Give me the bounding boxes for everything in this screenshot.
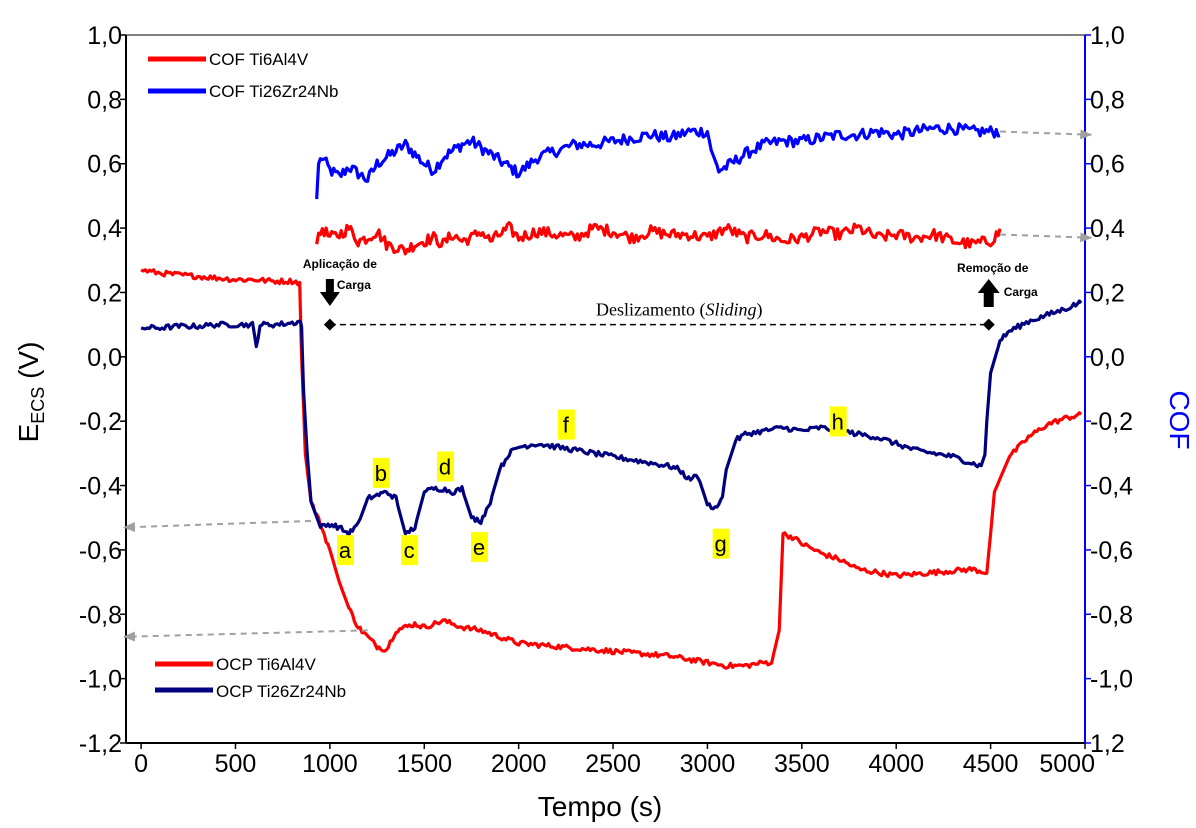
load-remove-arrow-icon (977, 279, 1000, 307)
sliding-label: Deslizamento (Sliding) (596, 300, 762, 321)
y-left-tick-label-0: 1,0 (87, 22, 122, 50)
y-left-tick-label-3: 0,4 (87, 215, 122, 243)
annotations: Deslizamento (Sliding) Aplicação de Carga R… (303, 257, 1038, 331)
x-tick-label-8: 4000 (868, 750, 924, 778)
y-left-tick-label-9: -0,8 (79, 601, 122, 629)
sliding-diamond-0 (323, 318, 336, 331)
x-tick-label-9: 4500 (963, 750, 1019, 778)
load-remove-label-line1: Remoção de (957, 261, 1029, 275)
y-right-tick-label-4: 0,2 (1090, 279, 1125, 307)
y-left-tick-label-5: 0,0 (87, 344, 122, 372)
point-label-h: h (832, 409, 844, 434)
guide-arrow-2 (123, 519, 312, 533)
legend-top: COF Ti6Al4V COF Ti26Zr24Nb (148, 50, 338, 101)
y-axis-left-ticks: 1,0 0,8 0,6 0,4 0,2 0,0 -0,2 -0,4 -0,6 -0,8 -1,0 -1… (79, 22, 126, 758)
y-right-tick-label-7: -0,4 (1090, 473, 1133, 501)
y-axis-left-title-unit: (V) (13, 342, 44, 387)
y-right-tick-label-11: 1,2 (1090, 730, 1125, 758)
point-label-c: c (404, 538, 415, 563)
y-axis-right-title: COF (1164, 390, 1195, 449)
point-labels: a b c d e f g h (336, 406, 847, 566)
legend-bottom-label-0: OCP Ti6Al4V (216, 655, 317, 674)
y-left-tick-label-11: -1,2 (79, 730, 122, 758)
point-label-bg-h (829, 406, 847, 437)
x-axis-ticks: 0 500 1000 1500 2000 2500 3000 3500 4000 4500 5000 (134, 743, 1095, 778)
load-apply-label-line1: Aplicação de (303, 257, 377, 271)
x-tick-label-7: 3500 (774, 750, 830, 778)
point-label-bg-c (401, 535, 419, 566)
x-tick-label-5: 2500 (585, 750, 641, 778)
x-tick-label-6: 3000 (680, 750, 736, 778)
y-right-tick-label-6: -0,2 (1090, 408, 1133, 436)
point-label-b: b (375, 461, 387, 486)
series-layer (140, 122, 1083, 670)
sliding-diamond-1 (982, 318, 995, 331)
legend-bottom-label-1: OCP Ti26Zr24Nb (216, 682, 346, 701)
y-axis-left-title-main: E (13, 424, 44, 443)
legend-top-label-1: COF Ti26Zr24Nb (209, 82, 338, 101)
sliding-label-italic: Sliding (706, 300, 757, 320)
y-right-tick-label-5: 0,0 (1090, 344, 1125, 372)
guide-arrows (123, 129, 1093, 642)
y-right-tick-label-0: 1,0 (1090, 22, 1125, 50)
point-label-f: f (563, 413, 570, 438)
point-label-e: e (473, 535, 485, 560)
plot-area (125, 34, 1086, 744)
y-right-tick-label-9: -0,8 (1090, 601, 1133, 629)
y-left-tick-label-6: -0,2 (79, 408, 122, 436)
x-tick-label-1: 500 (215, 750, 257, 778)
series-line-ocp-ti6al4v (140, 268, 1083, 670)
y-left-tick-label-4: 0,2 (87, 279, 122, 307)
point-label-bg-b (372, 457, 390, 488)
series-line-ocp-ti26zr24nb (140, 299, 1083, 538)
y-left-tick-label-2: 0,6 (87, 151, 122, 179)
y-right-tick-label-10: -1,0 (1090, 666, 1133, 694)
y-left-tick-label-10: -1,0 (79, 666, 122, 694)
y-right-tick-label-2: 0,6 (1090, 151, 1125, 179)
load-apply-arrow-icon (319, 279, 340, 306)
point-label-bg-f (557, 409, 575, 440)
y-right-tick-label-3: 0,4 (1090, 215, 1125, 243)
point-label-a: a (339, 538, 352, 563)
load-apply-label-line2: Carga (337, 278, 371, 292)
load-remove-label-line2: Carga (1004, 285, 1038, 299)
legend-top-label-0: COF Ti6Al4V (209, 50, 309, 69)
x-tick-label-4: 2000 (491, 750, 547, 778)
guide-arrow-1 (1000, 232, 1093, 243)
sliding-label-main: Deslizamento ( (596, 300, 705, 321)
x-tick-label-3: 1500 (396, 750, 452, 778)
point-label-d: d (439, 454, 451, 479)
y-left-tick-label-1: 0,8 (87, 86, 122, 114)
y-axis-left-title: EECS (V) (13, 342, 48, 443)
y-right-tick-label-8: -0,6 (1090, 537, 1133, 565)
point-label-bg-e (471, 531, 489, 562)
series-line-cof-ti26zr24nb (315, 122, 1001, 200)
y-left-tick-label-8: -0,6 (79, 537, 122, 565)
point-label-g: g (715, 532, 727, 557)
y-axis-right-ticks: 1,0 0,8 0,6 0,4 0,2 0,0 -0,2 -0,4 -0,6 -0,8 -1,0 1,… (1085, 22, 1133, 758)
x-tick-label-0: 0 (134, 750, 148, 778)
point-label-bg-g (712, 528, 730, 559)
series-line-cof-ti6al4v (315, 221, 1002, 256)
x-tick-label-10: 5000 (1039, 750, 1095, 778)
guide-arrow-0 (1000, 129, 1093, 140)
legend-bottom: OCP Ti6Al4V OCP Ti26Zr24Nb (155, 655, 346, 701)
guide-arrow-3 (123, 629, 368, 642)
y-right-tick-label-1: 0,8 (1090, 86, 1125, 114)
x-axis-title: Tempo (s) (538, 791, 662, 822)
y-left-tick-label-7: -0,4 (79, 473, 122, 501)
point-label-bg-d (437, 451, 455, 482)
sliding-label-close: ) (757, 300, 763, 321)
y-axis-left-title-sub: ECS (28, 387, 48, 424)
point-label-bg-a (336, 535, 354, 566)
x-tick-label-2: 1000 (302, 750, 358, 778)
